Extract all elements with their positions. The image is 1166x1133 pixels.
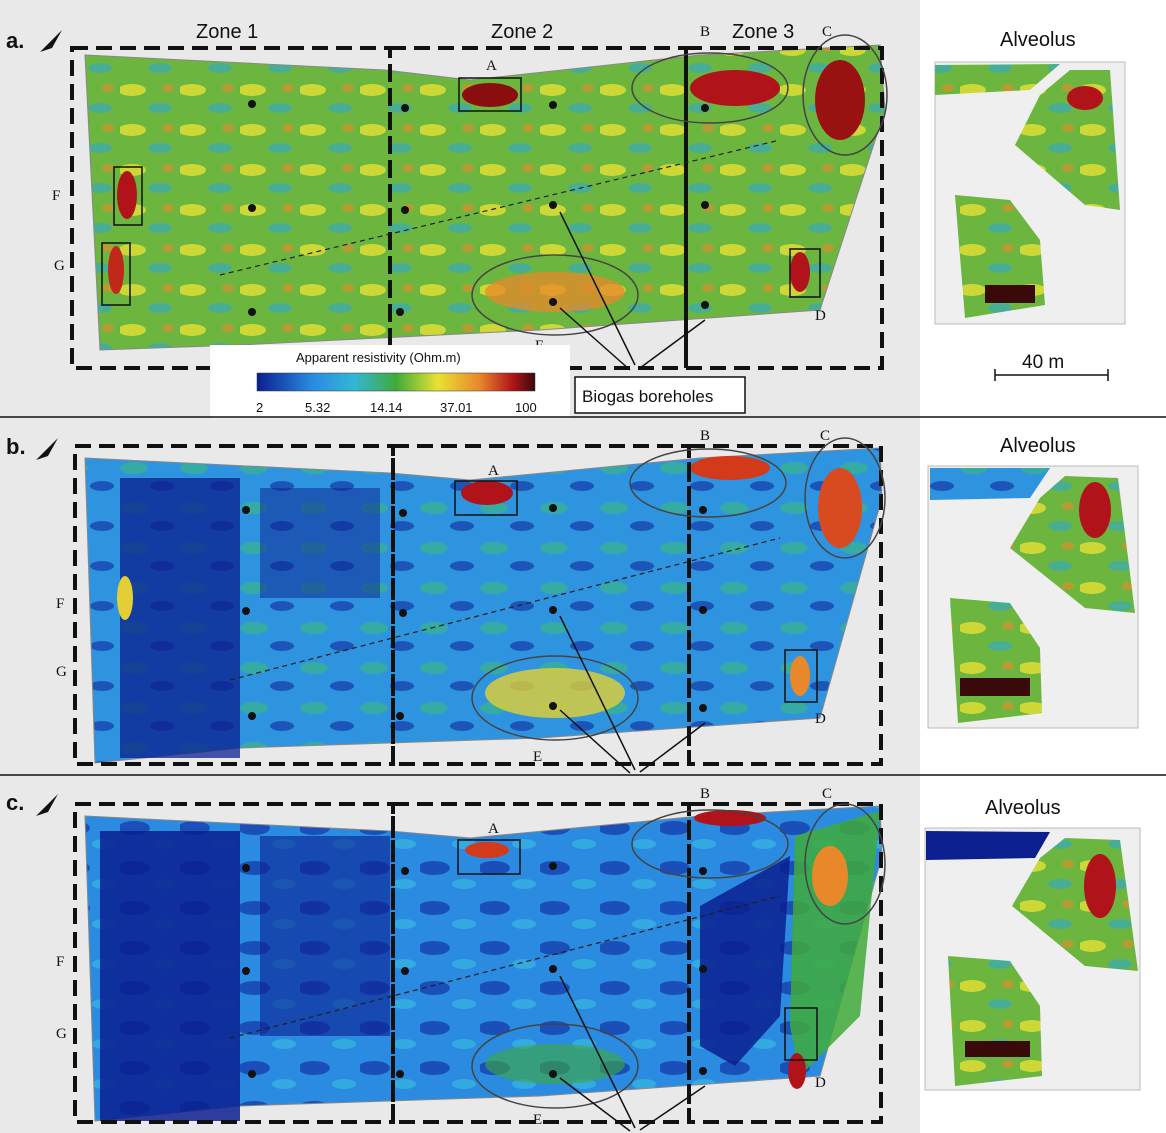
alveolus-title-b: Alveolus xyxy=(1000,435,1076,457)
north-arrow-icon xyxy=(36,438,58,460)
colorbar-tick-2: 14.14 xyxy=(370,400,403,415)
letter-d: D xyxy=(815,711,826,727)
biogas-label: Biogas boreholes xyxy=(582,387,713,406)
scale-bar-label: 40 m xyxy=(1022,352,1064,373)
north-arrow-icon xyxy=(36,794,58,816)
letter-f: F xyxy=(52,188,60,204)
north-arrow-icon xyxy=(40,30,62,52)
letter-g: G xyxy=(56,664,67,680)
zone-3-label: Zone 3 xyxy=(732,21,794,43)
panel-a-map: a. Zone 1 Zone 2 Zone 3 A B C D E F G Ap… xyxy=(0,0,1166,418)
colorbar-tick-0: 2 xyxy=(256,400,263,415)
biogas-label-box xyxy=(574,376,746,414)
colorbar-tick-4: 100 xyxy=(515,400,537,415)
letter-b: B xyxy=(700,24,710,40)
panel-c: c. A B C D E F G Alveolus xyxy=(0,776,1166,1133)
letter-c: C xyxy=(822,786,832,802)
colorbar-tick-1: 5.32 xyxy=(305,400,330,415)
letter-d: D xyxy=(815,1075,826,1091)
letter-d: D xyxy=(815,308,826,324)
alveolus-title-a: Alveolus xyxy=(1000,29,1076,51)
letter-b: B xyxy=(700,428,710,444)
letter-c: C xyxy=(822,24,832,40)
letter-e: E xyxy=(533,1112,542,1128)
alveolus-title-c: Alveolus xyxy=(985,797,1061,819)
panel-b-map: b. A B C D E F G Alveolus xyxy=(0,418,1166,776)
colorbar-title: Apparent resistivity (Ohm.m) xyxy=(296,350,461,365)
panel-c-label: c. xyxy=(6,790,24,815)
panel-a-label: a. xyxy=(6,28,24,53)
letter-e: E xyxy=(533,749,542,765)
panel-c-map: c. A B C D E F G Alveolus xyxy=(0,776,1166,1133)
letter-b: B xyxy=(700,786,710,802)
letter-c: C xyxy=(820,428,830,444)
colorbar-tick-3: 37.01 xyxy=(440,400,473,415)
letter-a: A xyxy=(488,821,499,837)
zone-1-label: Zone 1 xyxy=(196,21,258,43)
letter-a: A xyxy=(486,58,497,74)
letter-f: F xyxy=(56,954,64,970)
panel-b-label: b. xyxy=(6,434,26,459)
panel-a: a. Zone 1 Zone 2 Zone 3 A B C D E F G Ap… xyxy=(0,0,1166,418)
letter-a: A xyxy=(488,463,499,479)
zone-2-label: Zone 2 xyxy=(491,21,553,43)
letter-f: F xyxy=(56,596,64,612)
letter-g: G xyxy=(54,258,65,274)
letter-g: G xyxy=(56,1026,67,1042)
panel-b: b. A B C D E F G Alveolus xyxy=(0,418,1166,776)
colorbar-ramp xyxy=(256,372,536,392)
